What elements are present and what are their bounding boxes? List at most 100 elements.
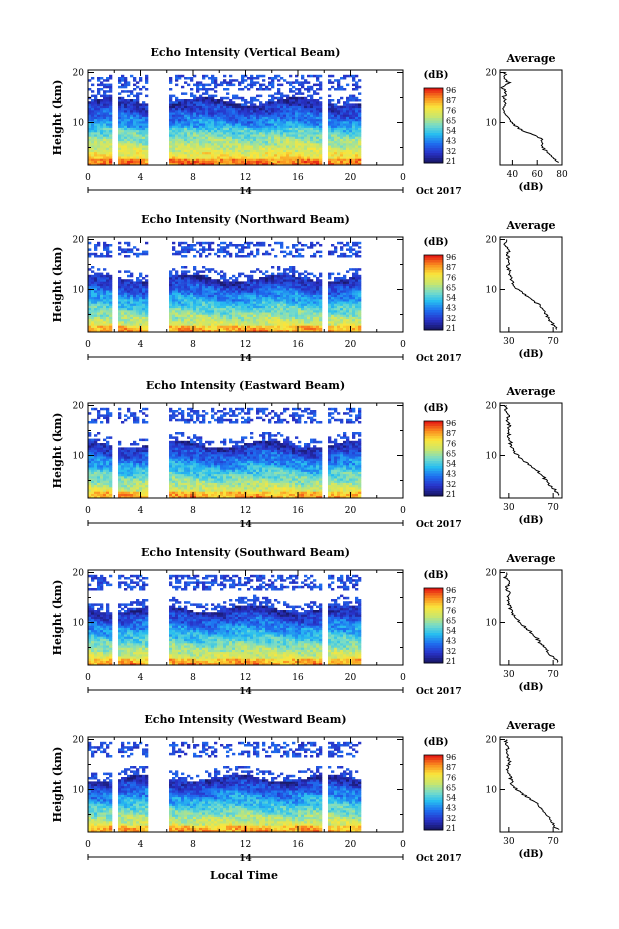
heatmap-cell	[145, 327, 149, 331]
heatmap-cell	[232, 288, 236, 291]
heatmap-cell	[145, 292, 149, 295]
heatmap-cell	[229, 292, 233, 295]
heatmap-cell	[199, 149, 203, 153]
heatmap-cell	[241, 143, 245, 146]
heatmap-cell	[136, 255, 140, 258]
heatmap-cell	[136, 81, 140, 84]
heatmap-cell	[181, 283, 185, 287]
heatmap-cell	[271, 127, 275, 131]
heatmap-cell	[97, 268, 101, 271]
heatmap-cell	[121, 158, 125, 161]
heatmap-cell	[277, 143, 281, 146]
heatmap-cell	[283, 274, 287, 278]
heatmap-cell	[316, 88, 320, 91]
heatmap-cell	[313, 92, 317, 95]
heatmap-cell	[109, 85, 113, 89]
heatmap-cell	[289, 129, 293, 133]
heatmap-cell	[232, 318, 236, 322]
heatmap-cell	[178, 321, 182, 324]
heatmap-cell	[277, 88, 281, 91]
heatmap-cell	[280, 305, 284, 309]
heatmap-cell	[337, 158, 341, 161]
heatmap-cell	[235, 294, 239, 298]
heatmap-cell	[97, 151, 101, 155]
heatmap-cell	[106, 246, 110, 249]
heatmap-cell	[97, 154, 101, 157]
heatmap-cell	[241, 296, 245, 300]
heatmap-cell	[250, 329, 254, 333]
heatmap-cell	[304, 145, 308, 148]
heatmap-cell	[181, 92, 185, 95]
heatmap-cell	[289, 158, 293, 161]
heatmap-cell	[295, 136, 299, 139]
heatmap-cell	[268, 101, 272, 104]
heatmap-cell	[223, 160, 227, 164]
heatmap-cell	[250, 145, 254, 148]
heatmap-cell	[283, 296, 287, 300]
heatmap-cell	[331, 154, 335, 157]
heatmap-cell	[286, 305, 290, 309]
heatmap-cell	[283, 121, 287, 124]
heatmap-cell	[313, 103, 317, 106]
heatmap-cell	[175, 301, 179, 304]
heatmap-cell	[280, 160, 284, 164]
heatmap-cell	[259, 321, 263, 324]
colorbar-swatch	[424, 88, 443, 91]
heatmap-cell	[316, 288, 320, 291]
heatmap-cell	[139, 136, 143, 139]
heatmap-cell	[340, 151, 344, 155]
heatmap-cell	[316, 327, 320, 331]
heatmap-cell	[241, 160, 245, 164]
heatmap-cell	[109, 316, 113, 320]
heatmap-cell	[106, 77, 110, 80]
heatmap-cell	[274, 103, 278, 106]
heatmap-cell	[211, 112, 215, 115]
heatmap-cell	[313, 134, 317, 137]
heatmap-cell	[298, 154, 302, 157]
heatmap-cell	[259, 305, 263, 309]
heatmap-cell	[223, 121, 227, 124]
heatmap-cell	[208, 110, 212, 113]
heatmap-cell	[106, 118, 110, 122]
heatmap-cell	[181, 325, 185, 328]
heatmap-cell	[139, 114, 143, 117]
heatmap-cell	[250, 74, 254, 78]
heatmap-cell	[328, 132, 332, 135]
heatmap-cell	[103, 136, 107, 139]
heatmap-cell	[193, 303, 197, 306]
heatmap-cell	[313, 140, 317, 144]
heatmap-cell	[88, 107, 92, 111]
heatmap-cell	[295, 281, 299, 284]
heatmap-cell	[118, 92, 122, 95]
heatmap-cell	[328, 94, 332, 98]
heatmap-cell	[118, 281, 122, 284]
heatmap-cell	[208, 283, 212, 287]
heatmap-cell	[208, 327, 212, 331]
heatmap-cell	[202, 85, 206, 89]
heatmap-cell	[319, 158, 323, 161]
heatmap-cell	[106, 327, 110, 331]
heatmap-cell	[301, 310, 305, 313]
heatmap-cell	[190, 132, 194, 135]
heatmap-cell	[292, 296, 296, 300]
heatmap-cell	[292, 94, 296, 98]
heatmap-cell	[139, 288, 143, 291]
heatmap-cell	[181, 121, 185, 124]
heatmap-cell	[313, 299, 317, 302]
heatmap-cell	[235, 127, 239, 131]
heatmap-cell	[232, 314, 236, 317]
heatmap-cell	[91, 114, 95, 117]
heatmap-cell	[313, 90, 317, 93]
heatmap-cell	[265, 118, 269, 122]
heatmap-cell	[211, 101, 215, 104]
heatmap-cell	[145, 118, 149, 122]
heatmap-cell	[142, 250, 146, 254]
heatmap-cell	[223, 125, 227, 128]
heatmap-cell	[265, 149, 269, 153]
heatmap-cell	[193, 125, 197, 128]
heatmap-cell	[355, 132, 359, 135]
heatmap-cell	[187, 296, 191, 300]
heatmap-cell	[130, 310, 134, 313]
heatmap-cell	[283, 162, 287, 166]
heatmap-cell	[190, 99, 194, 102]
